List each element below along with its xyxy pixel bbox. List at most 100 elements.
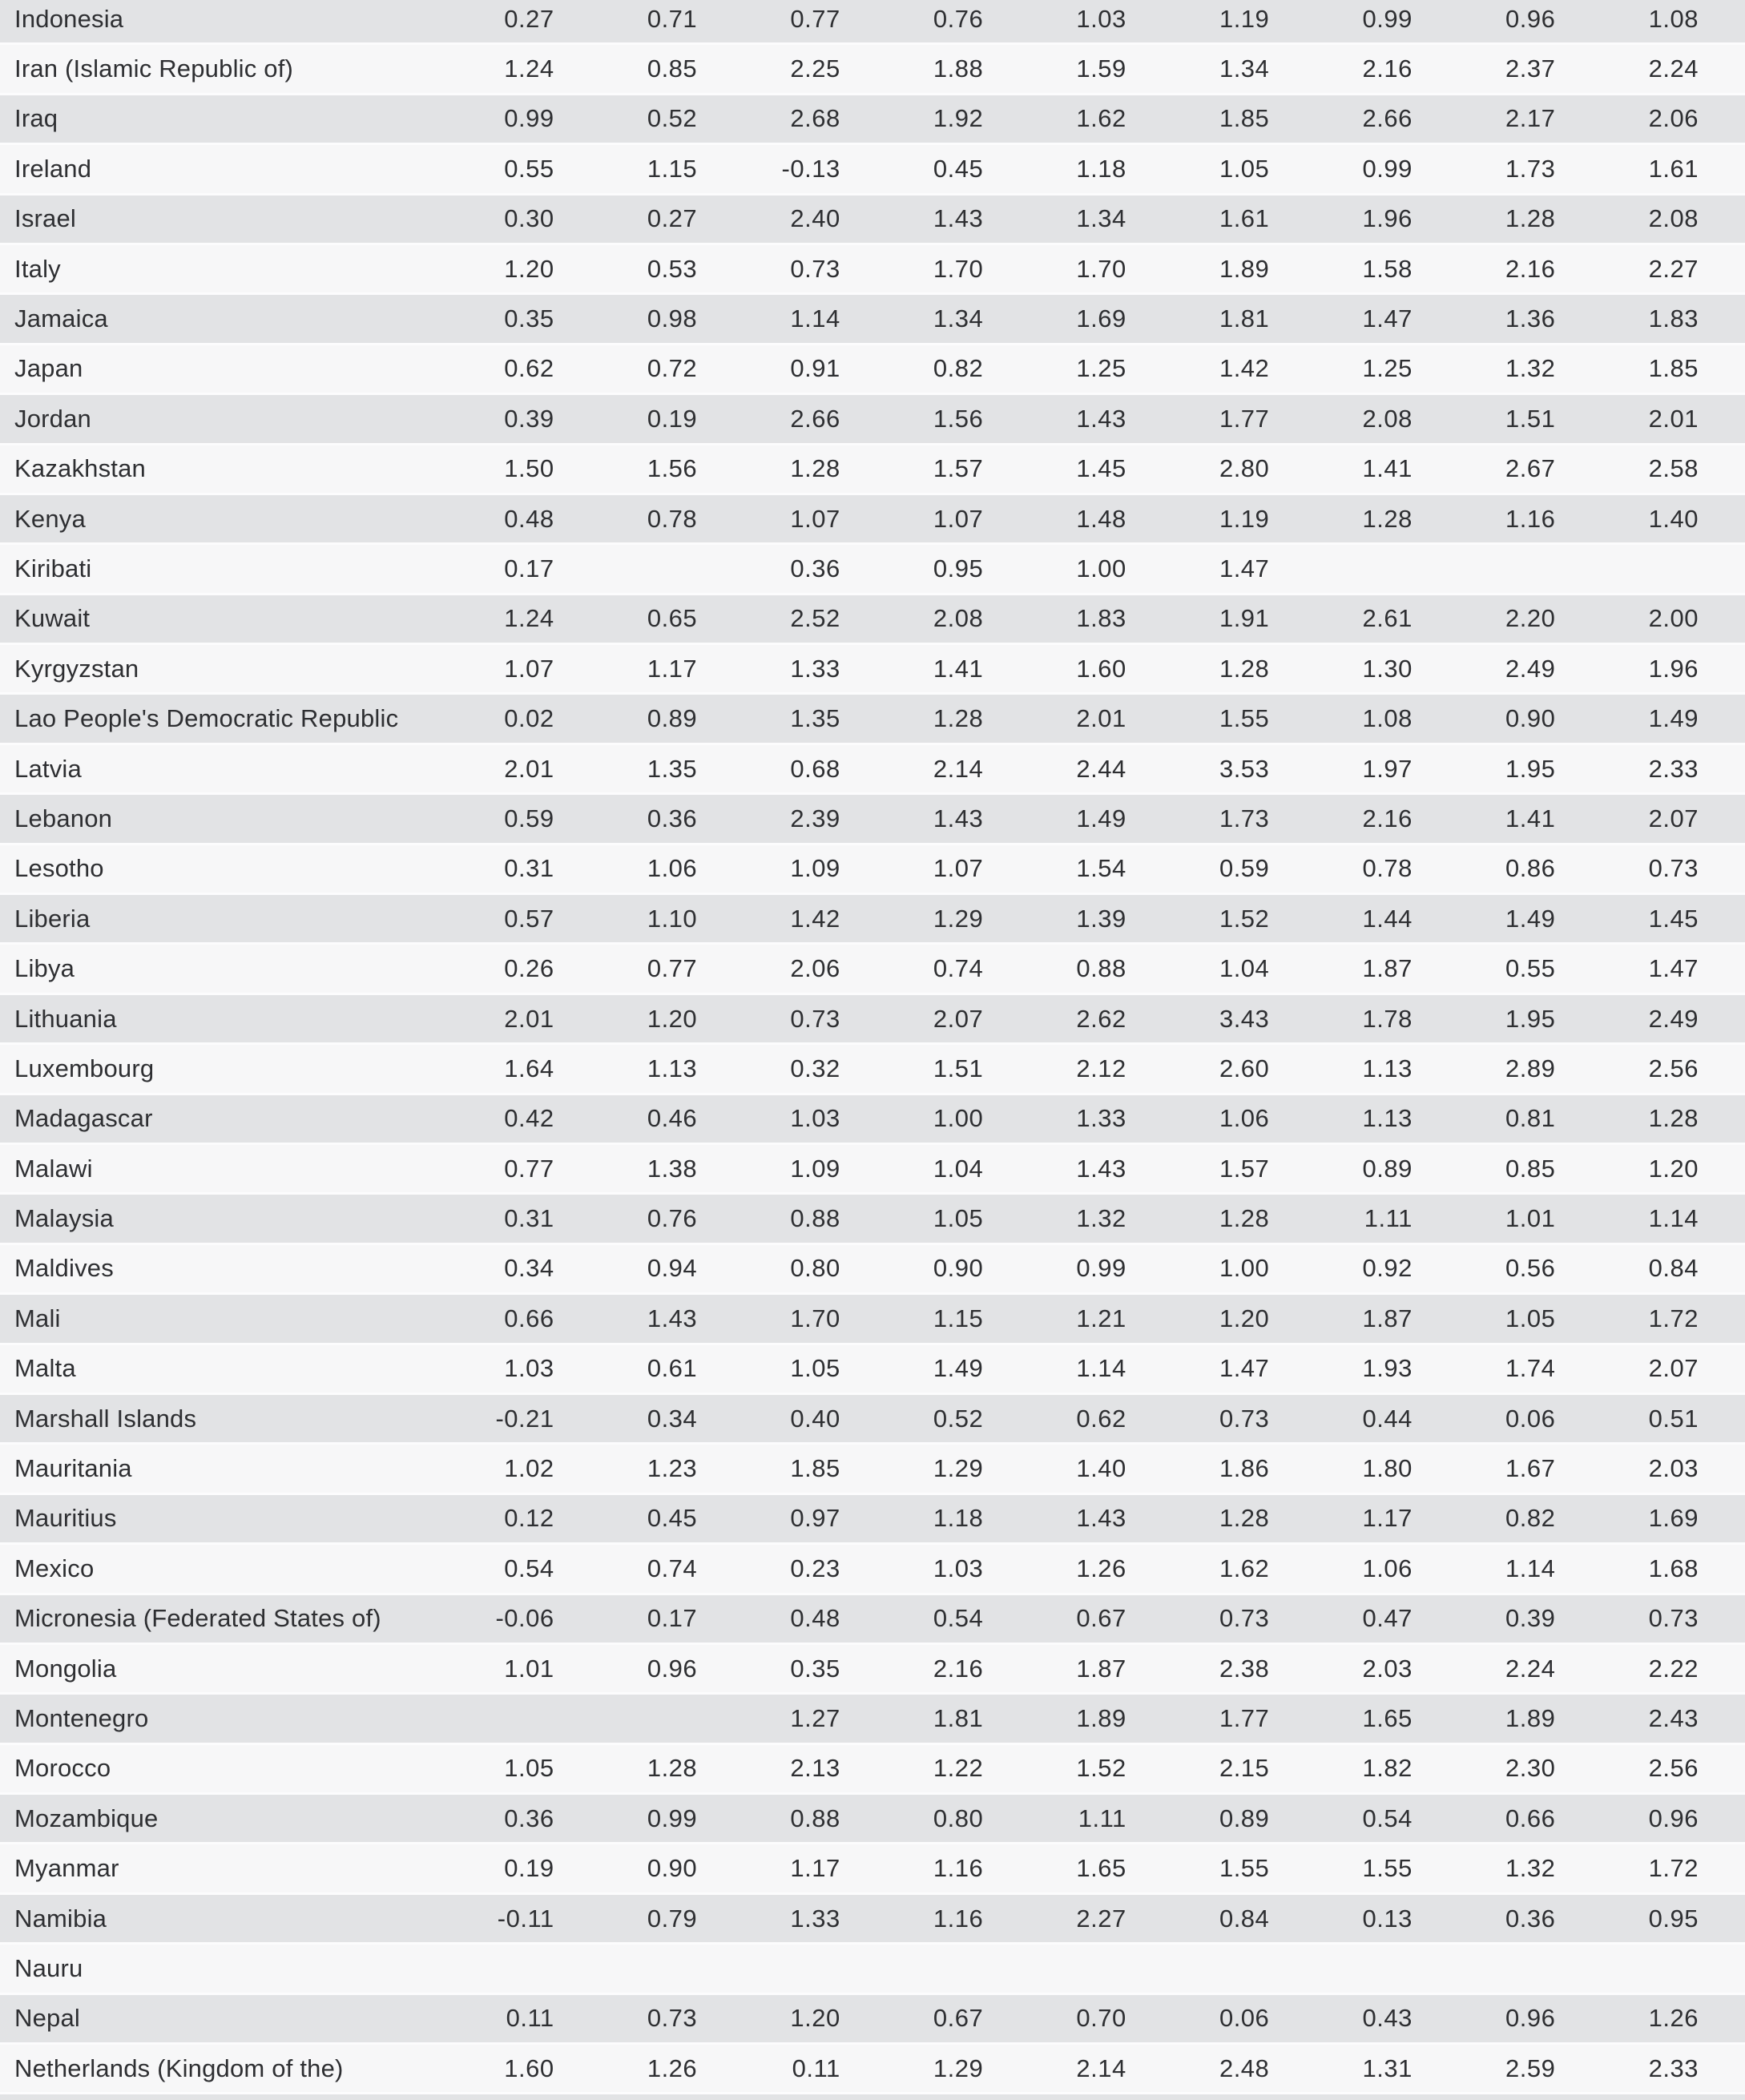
value-cell: 0.52 xyxy=(840,1393,984,1444)
table-row: Iran (Islamic Republic of) 1.24 0.85 2.25 1.… xyxy=(0,43,1745,95)
value-cell: 1.40 xyxy=(983,1443,1126,1494)
value-cell: 0.31 xyxy=(411,844,554,894)
value-cell: 1.80 xyxy=(1269,1443,1413,1494)
table-row: Jordan 0.39 0.19 2.66 1.56 1.43 1.77 2.08 1.51 2.… xyxy=(0,393,1745,445)
value-cell: 1.81 xyxy=(840,1693,984,1744)
value-cell: 0.52 xyxy=(554,94,698,144)
country-cell: Jordan xyxy=(0,393,412,445)
value-cell: 1.00 xyxy=(983,543,1126,595)
value-cell xyxy=(1412,1943,1556,1994)
value-cell: 2.59 xyxy=(1412,2043,1556,2094)
value-cell: 1.72 xyxy=(1555,1293,1745,1344)
value-cell: 1.43 xyxy=(840,194,984,244)
value-cell: 1.49 xyxy=(840,1344,984,1394)
table-row: Iraq 0.99 0.52 2.68 1.92 1.62 1.85 2.66 2.17 2.06 xyxy=(0,94,1745,144)
value-cell: 0.85 xyxy=(554,43,698,95)
value-cell: 0.17 xyxy=(411,543,554,595)
value-cell: 1.28 xyxy=(1412,194,1556,244)
country-cell: Kyrgyzstan xyxy=(0,643,412,694)
value-cell: 0.73 xyxy=(1555,844,1745,894)
value-cell: 0.96 xyxy=(1412,1993,1556,2044)
value-cell: 0.89 xyxy=(1126,1793,1270,1844)
value-cell: 0.67 xyxy=(840,1993,984,2044)
value-cell: 3.53 xyxy=(1126,744,1270,794)
value-cell: 1.31 xyxy=(1269,2043,1413,2094)
value-cell: 0.36 xyxy=(697,543,840,595)
country-cell: Indonesia xyxy=(0,0,412,44)
value-cell: 1.24 xyxy=(411,43,554,95)
country-cell: Lesotho xyxy=(0,844,412,894)
value-cell: 2.67 xyxy=(1412,444,1556,494)
value-cell: 1.95 xyxy=(1412,994,1556,1044)
value-cell: 1.47 xyxy=(1126,543,1270,595)
value-cell: 1.65 xyxy=(983,1843,1126,1894)
value-cell: 1.97 xyxy=(1269,744,1413,794)
value-cell: 0.90 xyxy=(554,1843,698,1894)
value-cell: 1.69 xyxy=(983,293,1126,345)
value-cell: 2.20 xyxy=(1412,594,1556,644)
table-row: Nauru xyxy=(0,1943,1745,1994)
table-row: Mongolia 1.01 0.96 0.35 2.16 1.87 2.38 2.03 2.24… xyxy=(0,1643,1745,1694)
country-cell: Lebanon xyxy=(0,793,412,844)
value-cell: 2.14 xyxy=(983,2043,1126,2094)
value-cell: 2.89 xyxy=(1412,1043,1556,1094)
country-cell: Liberia xyxy=(0,893,412,944)
value-cell: 1.70 xyxy=(840,244,984,294)
value-cell xyxy=(411,1943,554,1994)
country-cell: Kuwait xyxy=(0,594,412,644)
value-cell: 2.06 xyxy=(1555,94,1745,144)
value-cell: 1.33 xyxy=(697,643,840,694)
value-cell: 0.68 xyxy=(697,744,840,794)
value-cell: 1.57 xyxy=(840,444,984,494)
value-cell: 0.32 xyxy=(697,1043,840,1094)
value-cell: 1.35 xyxy=(697,693,840,744)
value-cell: 1.14 xyxy=(1555,1193,1745,1244)
value-cell: 1.25 xyxy=(1269,344,1413,394)
value-cell: 0.74 xyxy=(840,943,984,994)
value-cell: 1.60 xyxy=(983,643,1126,694)
value-cell: 2.24 xyxy=(1412,1643,1556,1694)
value-cell: 2.40 xyxy=(697,194,840,244)
table-row: Indonesia 0.27 0.71 0.77 0.76 1.03 1.19 0.99 0.9… xyxy=(0,0,1745,44)
value-cell: 0.73 xyxy=(697,994,840,1044)
value-cell: 1.36 xyxy=(1412,293,1556,345)
value-cell: 1.05 xyxy=(411,1743,554,1794)
value-cell: 2.38 xyxy=(1126,1643,1270,1694)
value-cell: 1.07 xyxy=(697,494,840,544)
value-cell: 1.18 xyxy=(840,1493,984,1544)
value-cell: 1.77 xyxy=(1126,393,1270,445)
value-cell: 1.16 xyxy=(840,1843,984,1894)
value-cell: 1.55 xyxy=(1269,1843,1413,1894)
value-cell xyxy=(840,2093,984,2100)
value-cell: 1.42 xyxy=(1126,344,1270,394)
value-cell: 0.99 xyxy=(983,1243,1126,1294)
value-cell: 0.55 xyxy=(411,143,554,195)
country-cell: Micronesia (Federated States of) xyxy=(0,1594,412,1644)
value-cell: 1.95 xyxy=(1412,744,1556,794)
value-cell: 0.72 xyxy=(554,344,698,394)
value-cell: 1.28 xyxy=(1126,643,1270,694)
value-cell: 1.06 xyxy=(1126,1094,1270,1144)
value-cell: 1.33 xyxy=(697,1893,840,1944)
value-cell xyxy=(554,2093,698,2100)
value-cell: 0.42 xyxy=(411,1094,554,1144)
value-cell: 0.73 xyxy=(1126,1393,1270,1444)
value-cell: 2.03 xyxy=(1269,1643,1413,1694)
country-cell: Mauritania xyxy=(0,1443,412,1494)
value-cell: 2.44 xyxy=(983,744,1126,794)
value-cell: 1.38 xyxy=(554,1143,698,1194)
value-cell: 1.14 xyxy=(983,1344,1126,1394)
value-cell: 1.68 xyxy=(1555,1543,1745,1594)
value-cell: 0.96 xyxy=(554,1643,698,1694)
value-cell: 1.28 xyxy=(697,444,840,494)
value-cell: 0.11 xyxy=(411,1993,554,2044)
country-cell: Kazakhstan xyxy=(0,444,412,494)
value-cell: 1.00 xyxy=(840,1094,984,1144)
value-cell: 1.03 xyxy=(983,0,1126,44)
table-row: Lebanon 0.59 0.36 2.39 1.43 1.49 1.73 2.16 1.41 2… xyxy=(0,793,1745,844)
value-cell: 0.27 xyxy=(411,0,554,44)
table-row: Liberia 0.57 1.10 1.42 1.29 1.39 1.52 1.44 1.49 1… xyxy=(0,893,1745,944)
value-cell: 2.61 xyxy=(1269,594,1413,644)
value-cell: 1.62 xyxy=(1126,1543,1270,1594)
